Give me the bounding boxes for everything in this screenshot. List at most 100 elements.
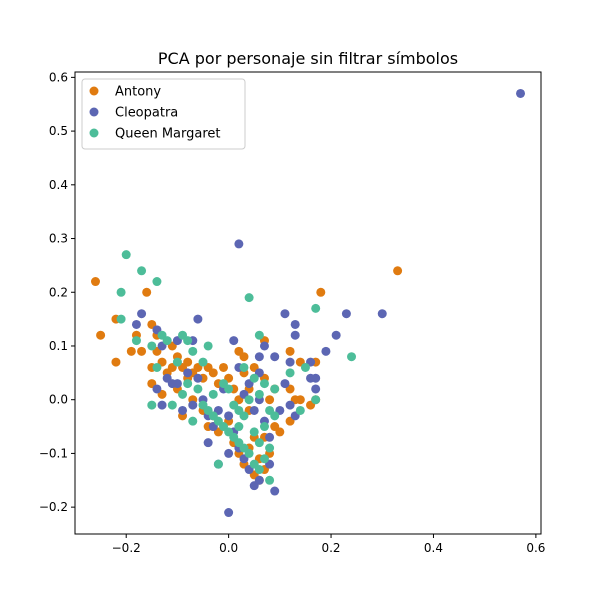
data-point — [167, 400, 177, 410]
data-point — [285, 357, 295, 367]
data-point — [137, 309, 147, 319]
y-tick-label: −0.1 — [39, 446, 68, 460]
data-point — [300, 362, 310, 372]
x-tick-label: 0.4 — [424, 541, 443, 555]
data-point — [321, 346, 331, 356]
y-tick-label: −0.2 — [39, 500, 68, 514]
data-point — [116, 314, 126, 324]
data-point — [280, 309, 290, 319]
data-point — [203, 438, 213, 448]
data-point — [516, 88, 526, 98]
data-point — [183, 357, 193, 367]
data-point — [198, 357, 208, 367]
y-tick-label: 0.3 — [49, 232, 68, 246]
data-point — [203, 341, 213, 351]
data-point — [285, 346, 295, 356]
data-point — [316, 287, 326, 297]
data-point — [188, 416, 198, 426]
data-point — [162, 336, 172, 346]
data-point — [295, 405, 305, 415]
series-cleopatra — [131, 88, 526, 518]
data-point — [280, 379, 290, 389]
data-point — [331, 330, 341, 340]
data-point — [126, 346, 136, 356]
data-point — [259, 341, 269, 351]
data-point — [285, 400, 295, 410]
data-point — [270, 486, 280, 496]
data-point — [249, 405, 259, 415]
data-point — [265, 432, 275, 442]
data-point — [244, 395, 254, 405]
data-point — [254, 389, 264, 399]
data-point — [224, 411, 234, 421]
data-point — [213, 459, 223, 469]
data-point — [393, 266, 403, 276]
legend-marker — [89, 107, 99, 117]
legend-marker — [89, 128, 99, 138]
data-point — [147, 341, 157, 351]
data-point — [121, 250, 131, 260]
data-point — [254, 352, 264, 362]
data-point — [239, 411, 249, 421]
data-point — [254, 330, 264, 340]
data-point — [229, 336, 239, 346]
data-point — [193, 373, 203, 383]
data-point — [290, 319, 300, 329]
x-tick-label: 0.2 — [321, 541, 340, 555]
data-point — [259, 379, 269, 389]
data-point — [306, 373, 316, 383]
data-point — [229, 400, 239, 410]
legend-marker — [89, 86, 99, 96]
data-point — [270, 384, 280, 394]
data-point — [285, 368, 295, 378]
data-point — [208, 368, 218, 378]
legend-label: Queen Margaret — [115, 127, 221, 142]
y-tick-label: 0.2 — [49, 285, 68, 299]
data-point — [265, 443, 275, 453]
data-point — [341, 309, 351, 319]
data-point — [259, 454, 269, 464]
chart-title: PCA por personaje sin filtrar símbolos — [158, 49, 458, 68]
data-point — [131, 336, 141, 346]
y-tick-label: 0.1 — [49, 339, 68, 353]
data-point — [188, 346, 198, 356]
series-queen-margaret — [116, 250, 357, 485]
y-tick-label: 0.5 — [49, 124, 68, 138]
data-point — [265, 395, 275, 405]
data-point — [224, 448, 234, 458]
data-point — [152, 362, 162, 372]
data-point — [224, 508, 234, 518]
data-point — [167, 379, 177, 389]
data-point — [188, 400, 198, 410]
data-point — [290, 330, 300, 340]
data-point — [270, 411, 280, 421]
plot-area — [74, 71, 542, 535]
data-point — [254, 475, 264, 485]
legend: Antony Cleopatra Queen Margaret — [81, 78, 246, 150]
data-point — [193, 314, 203, 324]
data-point — [254, 465, 264, 475]
data-point — [254, 438, 264, 448]
data-point — [219, 362, 229, 372]
data-point — [239, 362, 249, 372]
data-point — [234, 422, 244, 432]
data-point — [275, 427, 285, 437]
data-point — [152, 384, 162, 394]
data-point — [183, 379, 193, 389]
data-point — [90, 277, 100, 287]
data-point — [183, 336, 193, 346]
data-point — [244, 293, 254, 303]
data-point — [183, 368, 193, 378]
data-point — [111, 357, 121, 367]
legend-label: Antony — [115, 85, 161, 100]
data-point — [152, 277, 162, 287]
y-tick-label: 0.0 — [49, 393, 68, 407]
data-point — [208, 389, 218, 399]
data-point — [224, 384, 234, 394]
data-point — [295, 395, 305, 405]
data-point — [377, 309, 387, 319]
data-point — [234, 346, 244, 356]
legend-label: Cleopatra — [115, 106, 178, 121]
data-point — [265, 475, 275, 485]
